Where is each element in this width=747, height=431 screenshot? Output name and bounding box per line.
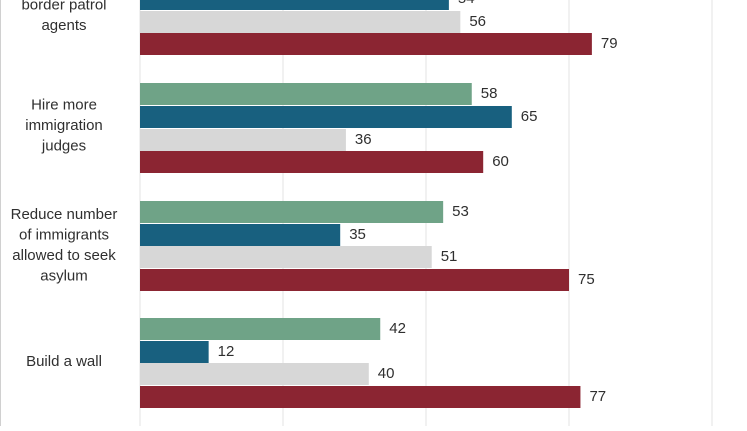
data-label-series-2-category-2: 35	[349, 226, 366, 243]
bar-series-3-category-2	[140, 246, 432, 268]
bar-series-4-category-2	[140, 269, 569, 291]
bar-series-2-category-2	[140, 224, 341, 246]
data-label-series-1-category-3: 42	[389, 320, 406, 337]
category-label-2-line-0: Reduce number	[11, 206, 118, 223]
category-label-3-line-0: Build a wall	[26, 353, 102, 370]
bar-series-1-category-3	[140, 318, 381, 340]
bar-series-3-category-1	[140, 129, 346, 151]
category-label-2-line-2: allowed to seek	[12, 247, 116, 264]
data-label-series-2-category-1: 65	[521, 108, 538, 125]
data-label-series-1-category-1: 58	[481, 85, 498, 102]
data-label-series-3-category-1: 36	[355, 131, 372, 148]
bar-series-4-category-1	[140, 151, 484, 173]
category-label-0-line-0: border patrol	[21, 0, 106, 14]
bar-series-4-category-0	[140, 33, 592, 55]
data-label-series-4-category-1: 60	[492, 153, 509, 170]
bar-series-3-category-3	[140, 363, 369, 385]
data-label-series-4-category-3: 77	[589, 388, 606, 405]
data-label-series-2-category-0: 54	[458, 0, 475, 7]
category-label-1-line-1: immigration	[25, 117, 103, 134]
data-label-series-3-category-0: 56	[469, 13, 486, 30]
bar-series-4-category-3	[140, 386, 581, 408]
bar-series-1-category-2	[140, 201, 444, 223]
bar-series-2-category-0	[140, 0, 449, 10]
bar-series-3-category-0	[140, 11, 461, 33]
data-label-series-3-category-2: 51	[441, 248, 458, 265]
category-label-1-line-2: judges	[41, 137, 86, 154]
data-label-series-3-category-3: 40	[378, 365, 395, 382]
data-label-series-4-category-2: 75	[578, 271, 595, 288]
bar-series-1-category-1	[140, 83, 472, 105]
data-label-series-4-category-0: 79	[601, 35, 618, 52]
category-label-0-line-1: agents	[41, 17, 86, 34]
data-label-series-2-category-3: 12	[218, 343, 235, 360]
category-label-2-line-3: asylum	[40, 268, 88, 285]
category-label-1-line-0: Hire more	[31, 96, 97, 113]
category-label-2-line-1: of immigrants	[19, 227, 109, 244]
bar-series-2-category-3	[140, 341, 209, 363]
bar-series-2-category-1	[140, 106, 512, 128]
data-label-series-1-category-2: 53	[452, 203, 469, 220]
left-frame-line	[0, 0, 1, 426]
